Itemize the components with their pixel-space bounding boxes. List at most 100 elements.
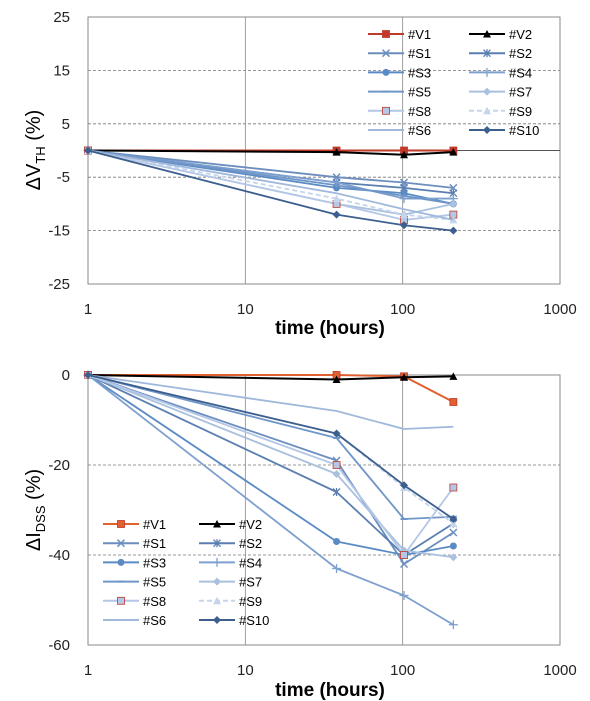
idss-point-s10 (332, 429, 341, 438)
idss-legend-marker (213, 596, 221, 605)
vth-legend-label: #S4 (509, 65, 532, 80)
vth-y-tick-label: 5 (62, 116, 70, 133)
vth-legend-label: #S2 (509, 46, 532, 61)
idss-x-tick-label: 100 (390, 662, 415, 679)
idss-legend-marker (213, 616, 221, 624)
idss-legend-marker (116, 539, 126, 548)
idss-legend-label: #V1 (143, 517, 166, 532)
idss-series-line-s3 (87, 374, 454, 556)
idss-series-line-s6 (87, 374, 454, 430)
idss-legend-label: #S9 (239, 594, 262, 609)
idss-legend-item-s3: #S3 (103, 555, 166, 570)
idss-y-tick-label: -40 (48, 547, 70, 564)
idss-series-line-v2 (87, 374, 454, 381)
idss-point-s10 (449, 515, 458, 523)
vth-legend-item-v1: #V1 (368, 27, 431, 42)
idss-legend-label: #S4 (239, 555, 262, 570)
vth-legend-item-s3: #S3 (368, 65, 431, 80)
vth-series-line-s10 (87, 149, 454, 232)
vth-legend-label: #S9 (509, 104, 532, 119)
idss-point-v2 (332, 375, 341, 383)
idss-point-s8 (400, 551, 408, 559)
idss-point-s7 (332, 470, 341, 478)
idss-y-tick-label: 0 (62, 367, 70, 384)
vth-legend-label: #V1 (408, 27, 431, 42)
idss-legend-item-s8: #S8 (103, 594, 166, 609)
vth-point-s10 (84, 146, 92, 155)
idss-legend-label: #S5 (143, 575, 166, 590)
idss-legend-label: #S3 (143, 555, 166, 570)
vth-series-line-v2 (87, 149, 454, 156)
vth-point-v2 (400, 150, 409, 159)
vth-legend-marker (483, 106, 491, 115)
idss-series-line-s7 (87, 374, 454, 559)
vth-x-axis-label: time (hours) (275, 318, 385, 339)
vth-legend-item-s5: #S5 (368, 85, 431, 100)
idss-x-axis-label: time (hours) (275, 680, 385, 701)
vth-x-tick-label: 1 (84, 301, 92, 318)
vth-legend-marker (483, 126, 491, 134)
vth-legend-marker (382, 68, 390, 76)
idss-series-line-s4 (87, 374, 454, 626)
vth-point-s9 (400, 210, 409, 219)
idss-legend-item-s4: #S4 (199, 555, 262, 570)
vth-legend-marker (482, 67, 492, 77)
idss-legend-item-v2: #V2 (199, 517, 262, 532)
vth-series-line-s1 (87, 149, 454, 189)
vth-x-tick-label: 100 (390, 301, 415, 318)
idss-chart: 0-20-40-601 10 100 1000 #V1 #V2#S1 #S2#S3 #S4#… (23, 367, 577, 701)
idss-legend-item-s1: #S1 (103, 536, 166, 551)
idss-legend: #V1 #V2 #S1 #S2 #S3 #S4 #S5 #S7 #S8 #S9 #S6 #S10 (103, 517, 269, 628)
vth-legend-label: #S5 (408, 85, 431, 100)
idss-point-s9 (449, 519, 458, 527)
idss-point-v2 (400, 373, 409, 381)
idss-point-v1 (449, 398, 458, 406)
idss-legend-marker (213, 577, 221, 586)
idss-legend-label: #V2 (239, 517, 262, 532)
idss-series-line-s8 (87, 374, 455, 556)
idss-legend-item-s10: #S10 (199, 613, 269, 628)
vth-legend-item-s8: #S8 (368, 104, 431, 119)
idss-point-s8 (332, 461, 341, 469)
vth-legend-label: #S7 (509, 85, 532, 100)
vth-legend-label: #S10 (509, 123, 539, 138)
idss-legend-marker (213, 539, 221, 548)
idss-legend-label: #S10 (239, 613, 269, 628)
idss-legend-item-s2: #S2 (199, 536, 262, 551)
vth-legend-item-s6: #S6 (368, 123, 431, 138)
idss-legend-marker (117, 596, 125, 605)
idss-x-tick-label: 1000 (543, 662, 576, 679)
idss-legend-label: #S1 (143, 536, 166, 551)
vth-legend-marker (483, 30, 491, 38)
vth-point-v2 (332, 148, 341, 156)
idss-legend-marker (117, 558, 125, 566)
idss-point-s7 (449, 553, 458, 562)
vth-legend-marker (382, 106, 390, 115)
vth-legend-item-s7: #S7 (469, 85, 532, 100)
vth-legend-item-s4: #S4 (469, 65, 532, 80)
idss-point-s1 (399, 559, 409, 569)
vth-x-tick-label: 1000 (543, 301, 576, 318)
idss-point-s4 (332, 564, 342, 573)
idss-y-tick-label: -20 (48, 457, 70, 474)
vth-y-tick-label: -15 (48, 223, 70, 240)
idss-legend-marker (212, 557, 222, 567)
idss-legend-item-v1: #V1 (103, 517, 166, 532)
vth-series-line-s9 (87, 149, 454, 221)
idss-legend-label: #S6 (143, 613, 166, 628)
vth-legend-marker (483, 49, 491, 58)
vth-legend-item-s9: #S9 (469, 104, 532, 119)
vth-legend-label: #S6 (408, 123, 431, 138)
vth-legend-label: #S8 (408, 104, 431, 119)
idss-point-v2 (449, 372, 458, 380)
idss-ticks: 0 -20 -40 -60 1 10 100 1000 (48, 367, 576, 679)
vth-legend-marker (382, 30, 390, 38)
vth-legend-label: #V2 (509, 27, 532, 42)
vth-legend: #V1 #V2 #S1 #S2 #S3 #S4 #S5 #S7 #S8 #S9 #S6 #S10 (368, 27, 539, 138)
idss-grid (88, 375, 560, 645)
idss-point-s10 (400, 481, 409, 490)
vth-y-tick-label: 15 (53, 62, 70, 79)
vth-y-axis-label: ΔVTH (%) (23, 110, 48, 191)
